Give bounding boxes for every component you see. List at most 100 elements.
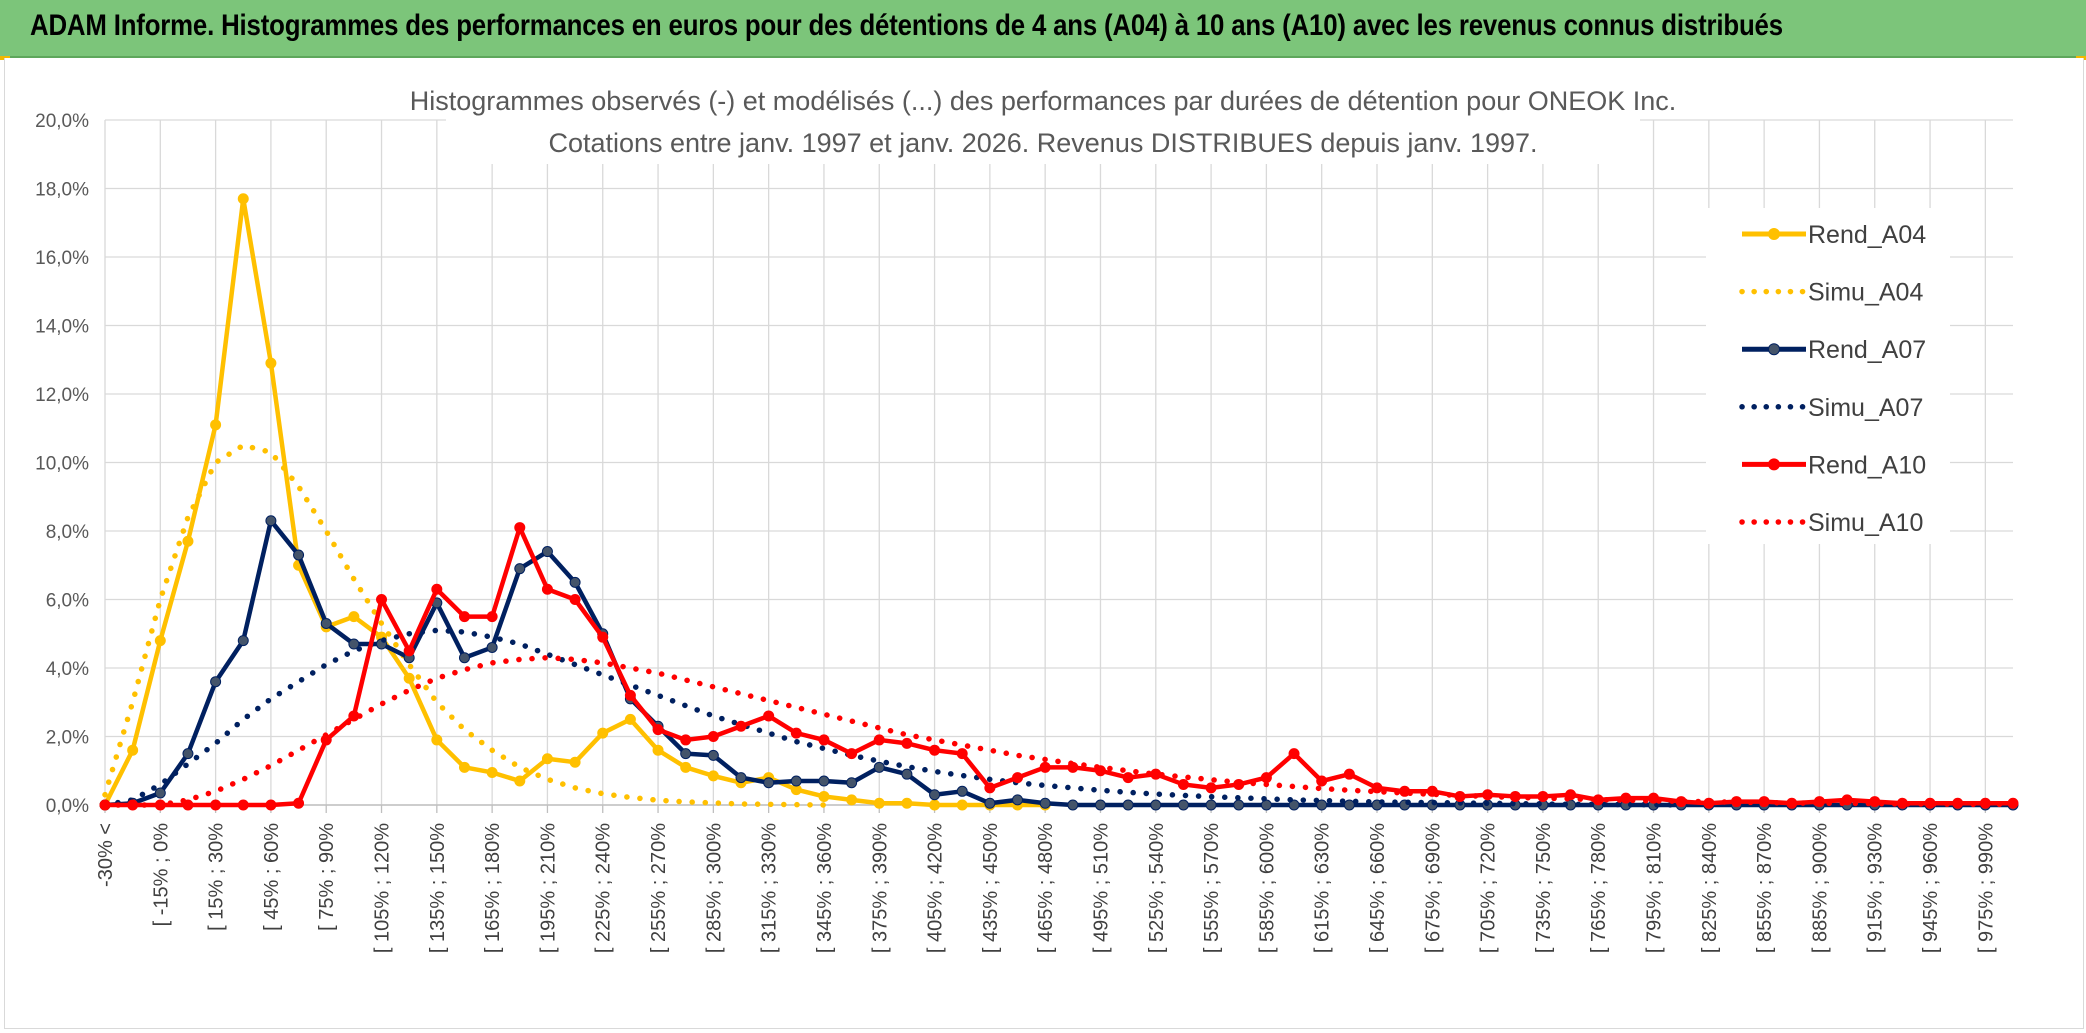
y-tick-label: 20,0% <box>35 111 89 132</box>
x-tick-label: [ 75% ; 90% <box>316 823 338 931</box>
data-point <box>127 744 139 756</box>
data-point <box>901 737 913 749</box>
y-tick-label: 12,0% <box>35 385 89 406</box>
data-point <box>486 766 498 778</box>
legend: Rend_A04 Simu_A04 Rend_A07 Simu_A07 Rend_A10… <box>1706 208 1950 544</box>
x-tick-label: [ 615% ; 630% <box>1312 823 1334 953</box>
x-tick-label: [ 825% ; 840% <box>1699 823 1721 953</box>
series-simu-a04 <box>102 442 827 808</box>
legend-label: Rend_A04 <box>1808 221 1926 249</box>
data-point <box>735 720 747 732</box>
data-point <box>486 641 498 653</box>
legend-marker <box>1768 228 1780 240</box>
data-point <box>210 419 222 431</box>
data-point <box>1177 778 1189 790</box>
data-point <box>818 775 830 787</box>
x-tick-label: [ -15% ; 0% <box>150 823 172 927</box>
x-tick-label: [ 405% ; 420% <box>925 823 947 953</box>
data-point <box>237 635 249 647</box>
data-point <box>514 775 526 787</box>
y-tick-label: 8,0% <box>46 522 89 543</box>
x-tick-label: [ 45% ; 60% <box>261 823 283 931</box>
x-tick-label: [ 225% ; 240% <box>593 823 615 953</box>
data-point <box>569 594 581 605</box>
x-tick-label: [ 465% ; 480% <box>1035 823 1057 953</box>
legend-label: Simu_A10 <box>1808 509 1923 537</box>
legend-label: Rend_A07 <box>1808 336 1926 364</box>
data-point <box>376 594 388 605</box>
data-point <box>846 748 858 760</box>
series-line <box>102 627 1684 808</box>
legend-marker <box>1768 458 1780 471</box>
data-point <box>707 749 719 761</box>
data-point <box>486 611 498 623</box>
data-point <box>652 724 664 736</box>
x-tick-label: [ 945% ; 960% <box>1920 823 1942 953</box>
data-point <box>182 748 194 760</box>
data-point <box>1343 768 1355 780</box>
data-point <box>1205 782 1217 794</box>
series-rend-a10 <box>99 522 2019 811</box>
data-point <box>210 799 222 811</box>
data-point <box>790 775 802 787</box>
data-point <box>348 638 360 650</box>
x-tick-label: [ 105% ; 120% <box>372 823 394 953</box>
data-point <box>1260 799 1272 811</box>
data-point <box>265 799 277 811</box>
data-point <box>265 357 277 369</box>
data-point <box>569 756 581 768</box>
data-point <box>1316 799 1328 811</box>
data-point <box>956 785 968 797</box>
series-line <box>102 654 2016 808</box>
data-point <box>154 635 166 647</box>
data-point <box>1039 797 1051 809</box>
legend-marker <box>1768 343 1780 356</box>
series-layer <box>99 193 2019 811</box>
data-point <box>1288 799 1300 811</box>
data-point <box>901 797 913 809</box>
data-point <box>1260 772 1272 784</box>
data-point <box>707 731 719 742</box>
data-point <box>348 611 360 623</box>
x-tick-label: [ 555% ; 570% <box>1201 823 1223 953</box>
series-simu-a07 <box>102 627 1684 808</box>
data-point <box>873 797 885 809</box>
x-tick-label: [ 765% ; 780% <box>1588 823 1610 953</box>
axis-layer: 0,0% 2,0% 4,0% 6,0% 8,0% 10,0% 12,0% 14,0% 16,0%… <box>35 111 2013 953</box>
data-point <box>1343 799 1355 811</box>
x-tick-label: [ 735% ; 750% <box>1533 823 1555 953</box>
title-background <box>446 78 1640 164</box>
data-point <box>956 748 968 760</box>
chart-title: Histogrammes observés (-) et modélisés (… <box>410 86 1677 116</box>
data-point <box>818 734 830 746</box>
data-point <box>873 734 885 746</box>
data-point <box>514 563 526 575</box>
x-tick-label: [ 675% ; 690% <box>1422 823 1444 953</box>
chart-title-block: Histogrammes observés (-) et modélisés (… <box>410 78 1677 164</box>
data-point <box>431 583 443 595</box>
x-tick-label: [ 855% ; 870% <box>1754 823 1776 953</box>
data-point <box>846 794 858 806</box>
x-tick-label: [ 255% ; 270% <box>648 823 670 953</box>
data-point <box>403 645 415 657</box>
data-point <box>1233 799 1245 811</box>
y-tick-label: 10,0% <box>35 454 89 475</box>
x-tick-label: [ 525% ; 540% <box>1146 823 1168 953</box>
chart-subtitle: Cotations entre janv. 1997 et janv. 2026… <box>548 128 1537 158</box>
data-point <box>984 797 996 809</box>
x-tick-label: [ 315% ; 330% <box>759 823 781 953</box>
data-point <box>680 761 692 773</box>
legend-label: Rend_A10 <box>1808 451 1926 479</box>
x-tick-label: [ 435% ; 450% <box>980 823 1002 953</box>
series-rend-a04 <box>99 193 1051 811</box>
data-point <box>182 535 194 547</box>
data-point <box>1620 792 1632 804</box>
report-title: ADAM Informe. Histogrammes des performan… <box>30 9 1783 42</box>
x-tick-label: [ 345% ; 360% <box>814 823 836 953</box>
report-banner: ADAM Informe. Histogrammes des performan… <box>0 0 2086 58</box>
x-tick-label: [ 285% ; 300% <box>703 823 725 953</box>
data-point <box>818 790 830 802</box>
data-point <box>790 727 802 739</box>
data-point <box>929 744 941 756</box>
